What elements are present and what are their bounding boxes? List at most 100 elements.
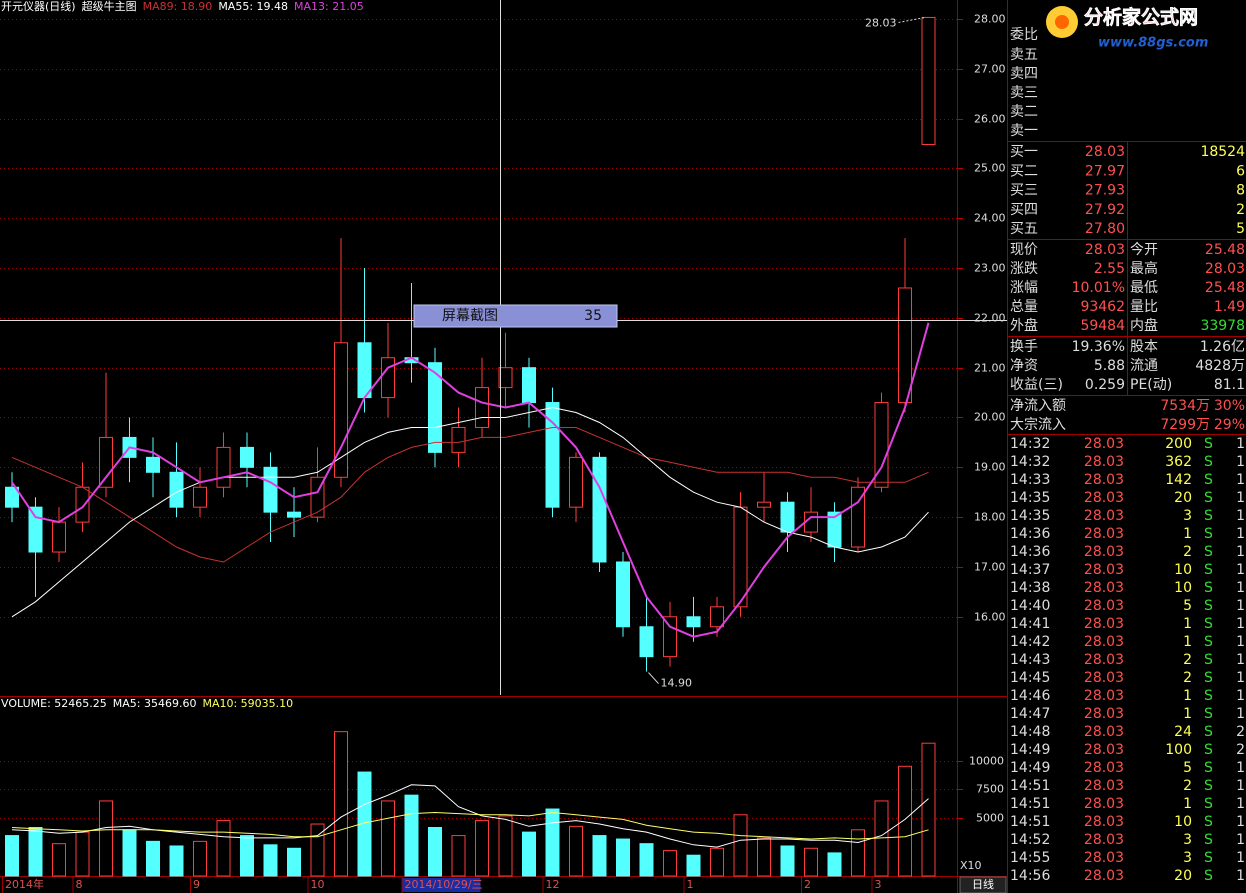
volume-bar (498, 815, 513, 877)
volume-bar (240, 835, 254, 877)
trade-side: S (1204, 526, 1213, 542)
trade-side: S (1204, 490, 1213, 506)
bid-volume: 2 (1236, 202, 1245, 218)
trade-volume: 1 (1183, 706, 1192, 722)
trade-volume: 10 (1174, 580, 1192, 596)
trade-time: 14:45 (1010, 670, 1050, 686)
popup-value: 35 (584, 308, 602, 324)
trade-time: 14:51 (1010, 796, 1050, 812)
bid-volume: 18524 (1200, 144, 1245, 160)
trade-side: S (1204, 850, 1213, 866)
trade-volume: 1 (1183, 616, 1192, 632)
trade-count: 1 (1236, 562, 1245, 578)
date-highlight (402, 878, 481, 892)
trade-price: 28.03 (1084, 706, 1124, 722)
ma-line (11, 784, 929, 848)
field-value: 0.259 (1085, 377, 1125, 393)
candle-body (592, 456, 607, 563)
trade-side: S (1204, 778, 1213, 794)
right-panel-dividers (1007, 141, 1246, 435)
trade-count: 1 (1236, 706, 1245, 722)
trade-time: 14:36 (1010, 544, 1050, 560)
volume-bar (757, 837, 771, 877)
trade-volume: 3 (1183, 832, 1192, 848)
trade-side: S (1204, 544, 1213, 560)
x-tick-label: 8 (76, 878, 83, 891)
trade-count: 1 (1236, 634, 1245, 650)
field-value: 1.49 (1214, 299, 1245, 315)
annotation-arrow (898, 16, 926, 23)
field-value: 2.55 (1094, 261, 1125, 277)
field-value: 28.03 (1085, 242, 1125, 258)
trade-side: S (1204, 598, 1213, 614)
field-label: 现价 (1010, 242, 1038, 258)
candle-body (710, 606, 724, 628)
field-value: 7299万 (1160, 417, 1210, 433)
trade-volume: 1 (1183, 634, 1192, 650)
trade-volume: 1 (1183, 526, 1192, 542)
trade-volume: 100 (1165, 742, 1192, 758)
x-tick-label: 2014/10/29/三 (405, 878, 483, 891)
trade-count: 1 (1236, 454, 1245, 470)
candle-body (616, 561, 630, 628)
field-label: 大宗流入 (1010, 417, 1066, 433)
volume-bar (851, 829, 865, 877)
candle-body (263, 466, 278, 513)
bid-price: 28.03 (1085, 144, 1125, 160)
period-tab[interactable]: 日线 (972, 877, 994, 891)
min-label: 14.90 (661, 677, 693, 690)
legend-entry: MA5: 35469.60 (113, 697, 197, 710)
candle-body (52, 521, 66, 553)
trade-count: 2 (1236, 742, 1245, 758)
trade-count: 1 (1236, 544, 1245, 560)
field-value: 25.48 (1205, 242, 1245, 258)
trade-count: 1 (1236, 688, 1245, 704)
trade-price: 28.03 (1084, 814, 1124, 830)
trade-time: 14:37 (1010, 562, 1050, 578)
bid-volume: 6 (1236, 163, 1245, 179)
field-label: 收益(三) (1010, 377, 1063, 393)
y-tick-label: 7500 (976, 783, 1004, 796)
y-tick-label: 5000 (976, 812, 1004, 825)
volume-bar (52, 843, 66, 877)
volume-bar (780, 845, 795, 877)
candle-body (216, 446, 231, 488)
logo-flower-center (1055, 15, 1069, 29)
trade-count: 1 (1236, 850, 1245, 866)
trade-price: 28.03 (1084, 724, 1124, 740)
trade-time: 14:35 (1010, 490, 1050, 506)
legend-entry: MA55: 19.48 (218, 0, 288, 13)
logo-url: www.88gs.com (1098, 36, 1208, 51)
volume-bar (216, 820, 231, 877)
candle-body (381, 357, 395, 399)
volume-bar (616, 838, 630, 877)
field-label: 股本 (1130, 339, 1158, 355)
y-tick-label: 22.00 (974, 312, 1006, 325)
trade-price: 28.03 (1084, 544, 1124, 560)
x-tick-label: 12 (546, 878, 560, 891)
indicator-title: 超级牛主图 (82, 0, 137, 13)
candle-body (498, 367, 513, 389)
y-tick-label: 23.00 (974, 262, 1006, 275)
field-label: PE(动) (1130, 377, 1172, 393)
frames (0, 0, 1008, 893)
volume-bar (804, 847, 818, 877)
trade-volume: 2 (1183, 670, 1192, 686)
trade-price: 28.03 (1084, 562, 1124, 578)
candle-body (874, 402, 889, 488)
volume-bar (28, 826, 43, 877)
field-value: 30% (1214, 398, 1245, 414)
trade-count: 1 (1236, 760, 1245, 776)
volume-bar (522, 831, 536, 877)
trade-time: 14:48 (1010, 724, 1050, 740)
candle-body (428, 362, 442, 453)
y-tick-label: 19.00 (974, 461, 1006, 474)
candle-body (733, 506, 748, 608)
trade-price: 28.03 (1084, 742, 1124, 758)
trade-count: 1 (1236, 490, 1245, 506)
ask-label: 卖五 (1010, 47, 1038, 63)
trade-volume: 362 (1165, 454, 1192, 470)
period-tab-box[interactable] (959, 876, 1007, 893)
trade-side: S (1204, 580, 1213, 596)
